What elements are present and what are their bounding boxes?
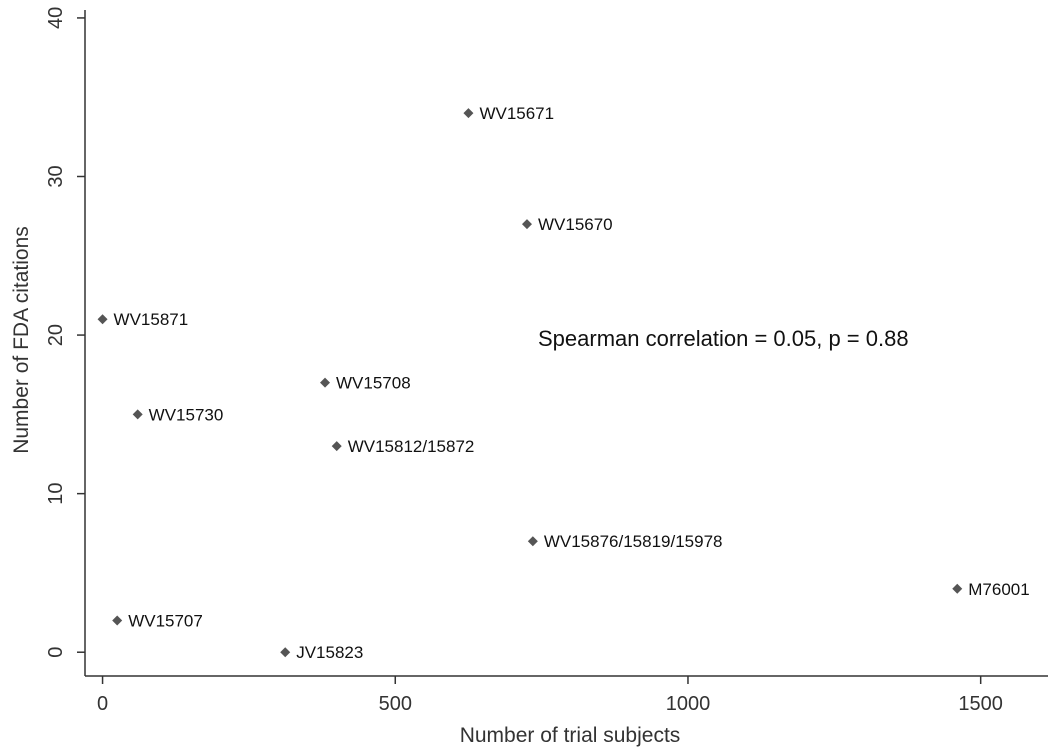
data-point-label: WV15707 (128, 612, 203, 631)
data-point (463, 108, 474, 119)
y-axis-title: Number of FDA citations (10, 226, 33, 454)
x-tick-label: 1500 (958, 693, 1003, 715)
data-point (112, 615, 123, 626)
data-point-label: WV15730 (149, 405, 224, 424)
data-point (527, 536, 538, 547)
data-point-label: WV15812/15872 (348, 437, 475, 456)
correlation-annotation: Spearman correlation = 0.05, p = 0.88 (538, 326, 909, 351)
data-point-label: WV15876/15819/15978 (544, 532, 723, 551)
y-tick-label: 40 (45, 7, 67, 29)
y-axis: 0 10 20 30 40 (45, 7, 86, 676)
data-point-label: WV15708 (336, 374, 411, 393)
x-tick-label: 500 (379, 693, 412, 715)
data-point (132, 409, 143, 420)
data-point-label: WV15671 (479, 104, 554, 123)
x-tick-label: 1000 (666, 693, 711, 715)
data-point (280, 647, 291, 658)
x-tick-label: 0 (97, 693, 108, 715)
data-point (952, 583, 963, 594)
x-axis: 0 500 1000 1500 (85, 675, 1048, 715)
data-point (331, 441, 342, 452)
x-axis-title: Number of trial subjects (460, 724, 681, 747)
y-tick-label: 30 (45, 165, 67, 187)
y-tick-label: 0 (45, 647, 67, 658)
data-points: WV15671 WV15670 WV15871 WV15708 WV15730 WV158… (97, 104, 1030, 662)
y-tick-label: 10 (45, 483, 67, 505)
data-point (97, 314, 108, 325)
data-point-label: JV15823 (296, 643, 363, 662)
y-tick-label: 20 (45, 324, 67, 346)
data-point-label: WV15871 (114, 310, 189, 329)
data-point (521, 219, 532, 230)
data-point-label: M76001 (968, 580, 1029, 599)
data-point (320, 377, 331, 388)
data-point-label: WV15670 (538, 215, 613, 234)
